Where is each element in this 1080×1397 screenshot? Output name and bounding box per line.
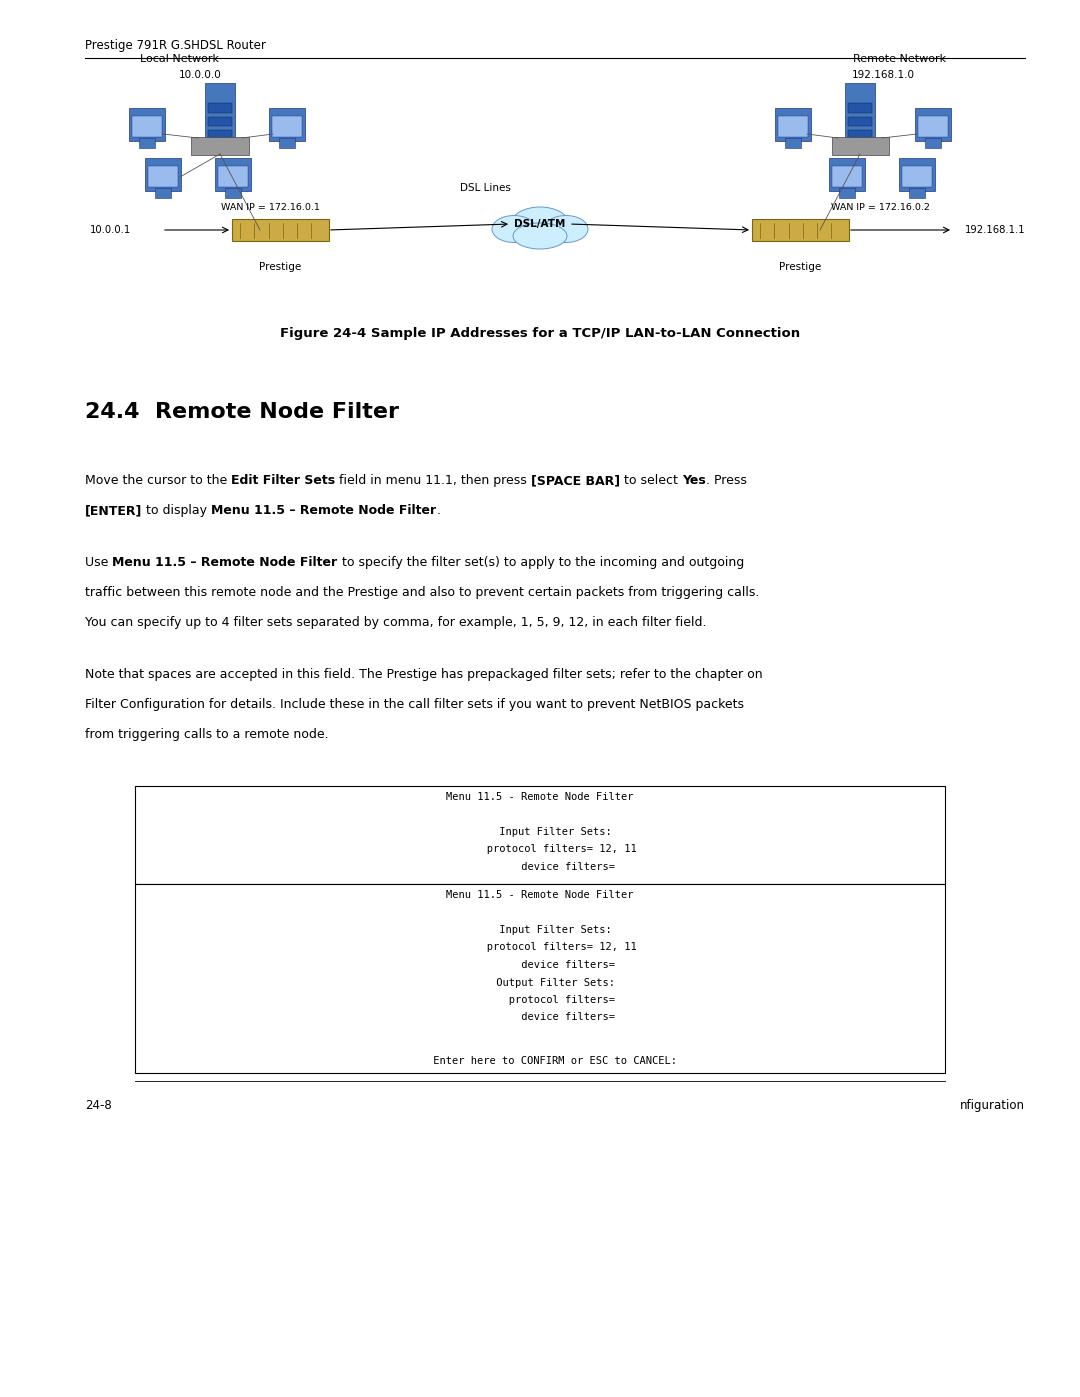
FancyBboxPatch shape — [133, 116, 162, 137]
Ellipse shape — [513, 224, 567, 249]
Text: Move the cursor to the: Move the cursor to the — [85, 474, 231, 488]
Text: 192.168.1.1: 192.168.1.1 — [964, 225, 1025, 235]
Text: protocol filters= 12, 11: protocol filters= 12, 11 — [443, 943, 637, 953]
Text: Yes: Yes — [683, 474, 706, 488]
Text: 10.0.0.1: 10.0.0.1 — [90, 225, 132, 235]
Text: DSL/ATM: DSL/ATM — [514, 219, 566, 229]
Text: Input Filter Sets:: Input Filter Sets: — [468, 827, 612, 837]
Text: . Press: . Press — [706, 474, 746, 488]
Text: Prestige 791R G.SHDSL Router: Prestige 791R G.SHDSL Router — [85, 39, 266, 52]
Text: 24.4  Remote Node Filter: 24.4 Remote Node Filter — [85, 402, 399, 422]
FancyBboxPatch shape — [833, 166, 862, 187]
FancyBboxPatch shape — [848, 130, 873, 138]
Ellipse shape — [511, 207, 569, 242]
FancyBboxPatch shape — [848, 103, 873, 113]
Text: Note that spaces are accepted in this field. The Prestige has prepackaged filter: Note that spaces are accepted in this fi… — [85, 668, 762, 680]
Text: You can specify up to 4 filter sets separated by comma, for example, 1, 5, 9, 12: You can specify up to 4 filter sets sepa… — [85, 616, 706, 629]
Text: field in menu 11.1, then press: field in menu 11.1, then press — [336, 474, 531, 488]
FancyBboxPatch shape — [129, 108, 165, 141]
Text: WAN IP = 172.16.0.2: WAN IP = 172.16.0.2 — [831, 203, 930, 212]
Text: .: . — [436, 504, 441, 517]
FancyBboxPatch shape — [148, 166, 177, 187]
FancyBboxPatch shape — [926, 138, 941, 148]
Text: Menu 11.5 – Remote Node Filter: Menu 11.5 – Remote Node Filter — [212, 504, 436, 517]
FancyBboxPatch shape — [145, 158, 181, 191]
Text: 192.168.1.0: 192.168.1.0 — [851, 70, 915, 80]
FancyBboxPatch shape — [207, 130, 232, 138]
Text: Use: Use — [85, 556, 112, 569]
Text: protocol filters=: protocol filters= — [465, 995, 615, 1004]
Text: device filters=: device filters= — [465, 862, 615, 872]
FancyBboxPatch shape — [779, 116, 808, 137]
Text: Edit Filter Sets: Edit Filter Sets — [231, 474, 336, 488]
FancyBboxPatch shape — [218, 166, 247, 187]
Text: device filters=: device filters= — [465, 960, 615, 970]
Text: DSL Lines: DSL Lines — [460, 183, 511, 193]
Text: from triggering calls to a remote node.: from triggering calls to a remote node. — [85, 728, 328, 740]
FancyBboxPatch shape — [269, 108, 305, 141]
Text: traffic between this remote node and the Prestige and also to prevent certain pa: traffic between this remote node and the… — [85, 585, 759, 599]
FancyBboxPatch shape — [139, 138, 154, 148]
FancyBboxPatch shape — [207, 103, 232, 113]
Ellipse shape — [544, 215, 588, 243]
Text: Menu 11.5 – Remote Node Filter: Menu 11.5 – Remote Node Filter — [112, 556, 337, 569]
Text: Menu 11.5 - Remote Node Filter: Menu 11.5 - Remote Node Filter — [446, 890, 634, 900]
FancyBboxPatch shape — [903, 166, 932, 187]
Text: Output Filter Sets:: Output Filter Sets: — [465, 978, 615, 988]
Text: to display: to display — [143, 504, 212, 517]
Text: WAN IP = 172.16.0.1: WAN IP = 172.16.0.1 — [220, 203, 320, 212]
FancyBboxPatch shape — [135, 884, 945, 1073]
Text: nfiguration: nfiguration — [960, 1099, 1025, 1112]
FancyBboxPatch shape — [231, 219, 328, 242]
Text: Prestige: Prestige — [259, 263, 301, 272]
Text: 10.0.0.0: 10.0.0.0 — [178, 70, 221, 80]
FancyBboxPatch shape — [832, 137, 889, 155]
Text: Figure 24-4 Sample IP Addresses for a TCP/IP LAN-to-LAN Connection: Figure 24-4 Sample IP Addresses for a TC… — [280, 327, 800, 339]
Text: device filters=: device filters= — [465, 1013, 615, 1023]
FancyBboxPatch shape — [215, 158, 251, 191]
FancyBboxPatch shape — [839, 189, 854, 197]
FancyBboxPatch shape — [829, 158, 865, 191]
FancyBboxPatch shape — [909, 189, 924, 197]
FancyBboxPatch shape — [156, 189, 171, 197]
Text: to specify the filter set(s) to apply to the incoming and outgoing: to specify the filter set(s) to apply to… — [337, 556, 744, 569]
FancyBboxPatch shape — [272, 116, 301, 137]
FancyBboxPatch shape — [191, 137, 248, 155]
FancyBboxPatch shape — [280, 138, 295, 148]
FancyBboxPatch shape — [775, 108, 811, 141]
Text: [ENTER]: [ENTER] — [85, 504, 143, 517]
FancyBboxPatch shape — [785, 138, 800, 148]
Ellipse shape — [492, 215, 536, 243]
Text: 24-8: 24-8 — [85, 1099, 111, 1112]
FancyBboxPatch shape — [135, 787, 945, 884]
FancyBboxPatch shape — [226, 189, 241, 197]
FancyBboxPatch shape — [205, 82, 235, 145]
Text: Prestige: Prestige — [779, 263, 821, 272]
FancyBboxPatch shape — [207, 116, 232, 126]
Text: Enter here to CONFIRM or ESC to CANCEL:: Enter here to CONFIRM or ESC to CANCEL: — [403, 1056, 677, 1066]
Text: [SPACE BAR]: [SPACE BAR] — [531, 474, 620, 488]
Text: Menu 11.5 - Remote Node Filter: Menu 11.5 - Remote Node Filter — [446, 792, 634, 802]
Text: Input Filter Sets:: Input Filter Sets: — [468, 925, 612, 935]
Text: Filter Configuration for details. Include these in the call filter sets if you w: Filter Configuration for details. Includ… — [85, 698, 744, 711]
FancyBboxPatch shape — [915, 108, 951, 141]
FancyBboxPatch shape — [899, 158, 935, 191]
Text: protocol filters= 12, 11: protocol filters= 12, 11 — [443, 845, 637, 855]
FancyBboxPatch shape — [848, 116, 873, 126]
Text: Local Network: Local Network — [140, 54, 219, 64]
FancyBboxPatch shape — [845, 82, 875, 145]
Text: Remote Network: Remote Network — [853, 54, 946, 64]
Text: to select: to select — [620, 474, 683, 488]
FancyBboxPatch shape — [918, 116, 947, 137]
FancyBboxPatch shape — [752, 219, 849, 242]
